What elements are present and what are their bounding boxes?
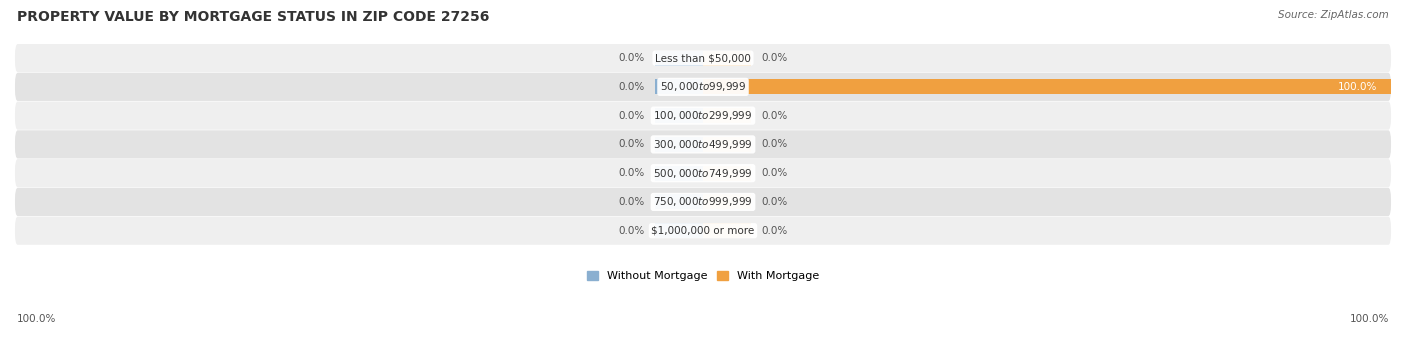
FancyBboxPatch shape: [15, 102, 1391, 130]
Text: Less than $50,000: Less than $50,000: [655, 53, 751, 63]
Text: $500,000 to $749,999: $500,000 to $749,999: [654, 167, 752, 180]
Text: 0.0%: 0.0%: [762, 139, 787, 149]
Bar: [655, 108, 703, 123]
Text: $750,000 to $999,999: $750,000 to $999,999: [654, 195, 752, 208]
Bar: [703, 79, 1391, 94]
Bar: [703, 137, 751, 152]
Text: 100.0%: 100.0%: [1350, 314, 1389, 324]
Text: 0.0%: 0.0%: [762, 197, 787, 207]
Text: 0.0%: 0.0%: [619, 226, 644, 236]
Text: 0.0%: 0.0%: [762, 53, 787, 63]
Text: Source: ZipAtlas.com: Source: ZipAtlas.com: [1278, 10, 1389, 20]
Bar: [703, 223, 751, 238]
Text: $50,000 to $99,999: $50,000 to $99,999: [659, 80, 747, 93]
FancyBboxPatch shape: [15, 159, 1391, 187]
Text: 100.0%: 100.0%: [17, 314, 56, 324]
Bar: [703, 50, 751, 65]
FancyBboxPatch shape: [15, 130, 1391, 159]
Text: $1,000,000 or more: $1,000,000 or more: [651, 226, 755, 236]
Bar: [703, 166, 751, 181]
Text: 0.0%: 0.0%: [619, 168, 644, 178]
Bar: [703, 194, 751, 209]
FancyBboxPatch shape: [15, 73, 1391, 101]
Bar: [655, 50, 703, 65]
Text: PROPERTY VALUE BY MORTGAGE STATUS IN ZIP CODE 27256: PROPERTY VALUE BY MORTGAGE STATUS IN ZIP…: [17, 10, 489, 24]
Text: 0.0%: 0.0%: [762, 110, 787, 121]
Text: $300,000 to $499,999: $300,000 to $499,999: [654, 138, 752, 151]
Text: $100,000 to $299,999: $100,000 to $299,999: [654, 109, 752, 122]
Bar: [703, 108, 751, 123]
Text: 0.0%: 0.0%: [762, 226, 787, 236]
Bar: [655, 137, 703, 152]
Text: 0.0%: 0.0%: [619, 110, 644, 121]
Bar: [655, 79, 703, 94]
Bar: [655, 166, 703, 181]
Bar: [655, 223, 703, 238]
Text: 100.0%: 100.0%: [1339, 82, 1378, 92]
Text: 0.0%: 0.0%: [619, 53, 644, 63]
FancyBboxPatch shape: [15, 188, 1391, 216]
Text: 0.0%: 0.0%: [619, 82, 644, 92]
Legend: Without Mortgage, With Mortgage: Without Mortgage, With Mortgage: [582, 267, 824, 286]
Text: 0.0%: 0.0%: [619, 139, 644, 149]
FancyBboxPatch shape: [15, 44, 1391, 72]
Text: 0.0%: 0.0%: [762, 168, 787, 178]
FancyBboxPatch shape: [15, 217, 1391, 245]
Text: 0.0%: 0.0%: [619, 197, 644, 207]
Bar: [655, 194, 703, 209]
